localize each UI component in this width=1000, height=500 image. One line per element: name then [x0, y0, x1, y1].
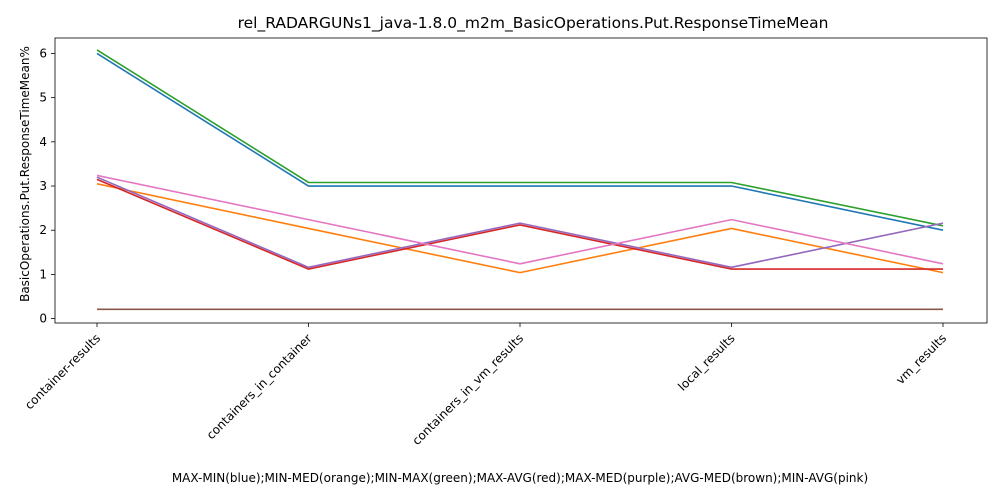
y-tick-label: 4: [39, 135, 47, 149]
plot-frame: [54, 37, 988, 324]
series-line-5: [96, 176, 944, 269]
series-line-4: [96, 178, 943, 270]
series-line-7: [96, 174, 944, 265]
series-line-1: [96, 52, 944, 231]
y-tick-label: 6: [39, 46, 47, 60]
y-tick-label: 3: [39, 179, 47, 193]
x-axis-label: MAX-MIN(blue);MIN-MED(orange);MIN-MAX(gr…: [172, 471, 868, 485]
y-axis-label: BasicOperations.Put.ResponseTimeMean%: [18, 46, 32, 302]
y-tick-label: 5: [39, 91, 47, 105]
y-tick-label: 1: [39, 267, 47, 281]
y-tick-label: 0: [39, 312, 47, 326]
series-line-3: [96, 49, 944, 227]
y-tick-label: 2: [39, 223, 47, 237]
series-line-2: [96, 183, 944, 274]
chart-title: rel_RADARGUNs1_java-1.8.0_m2m_BasicOpera…: [238, 14, 829, 33]
